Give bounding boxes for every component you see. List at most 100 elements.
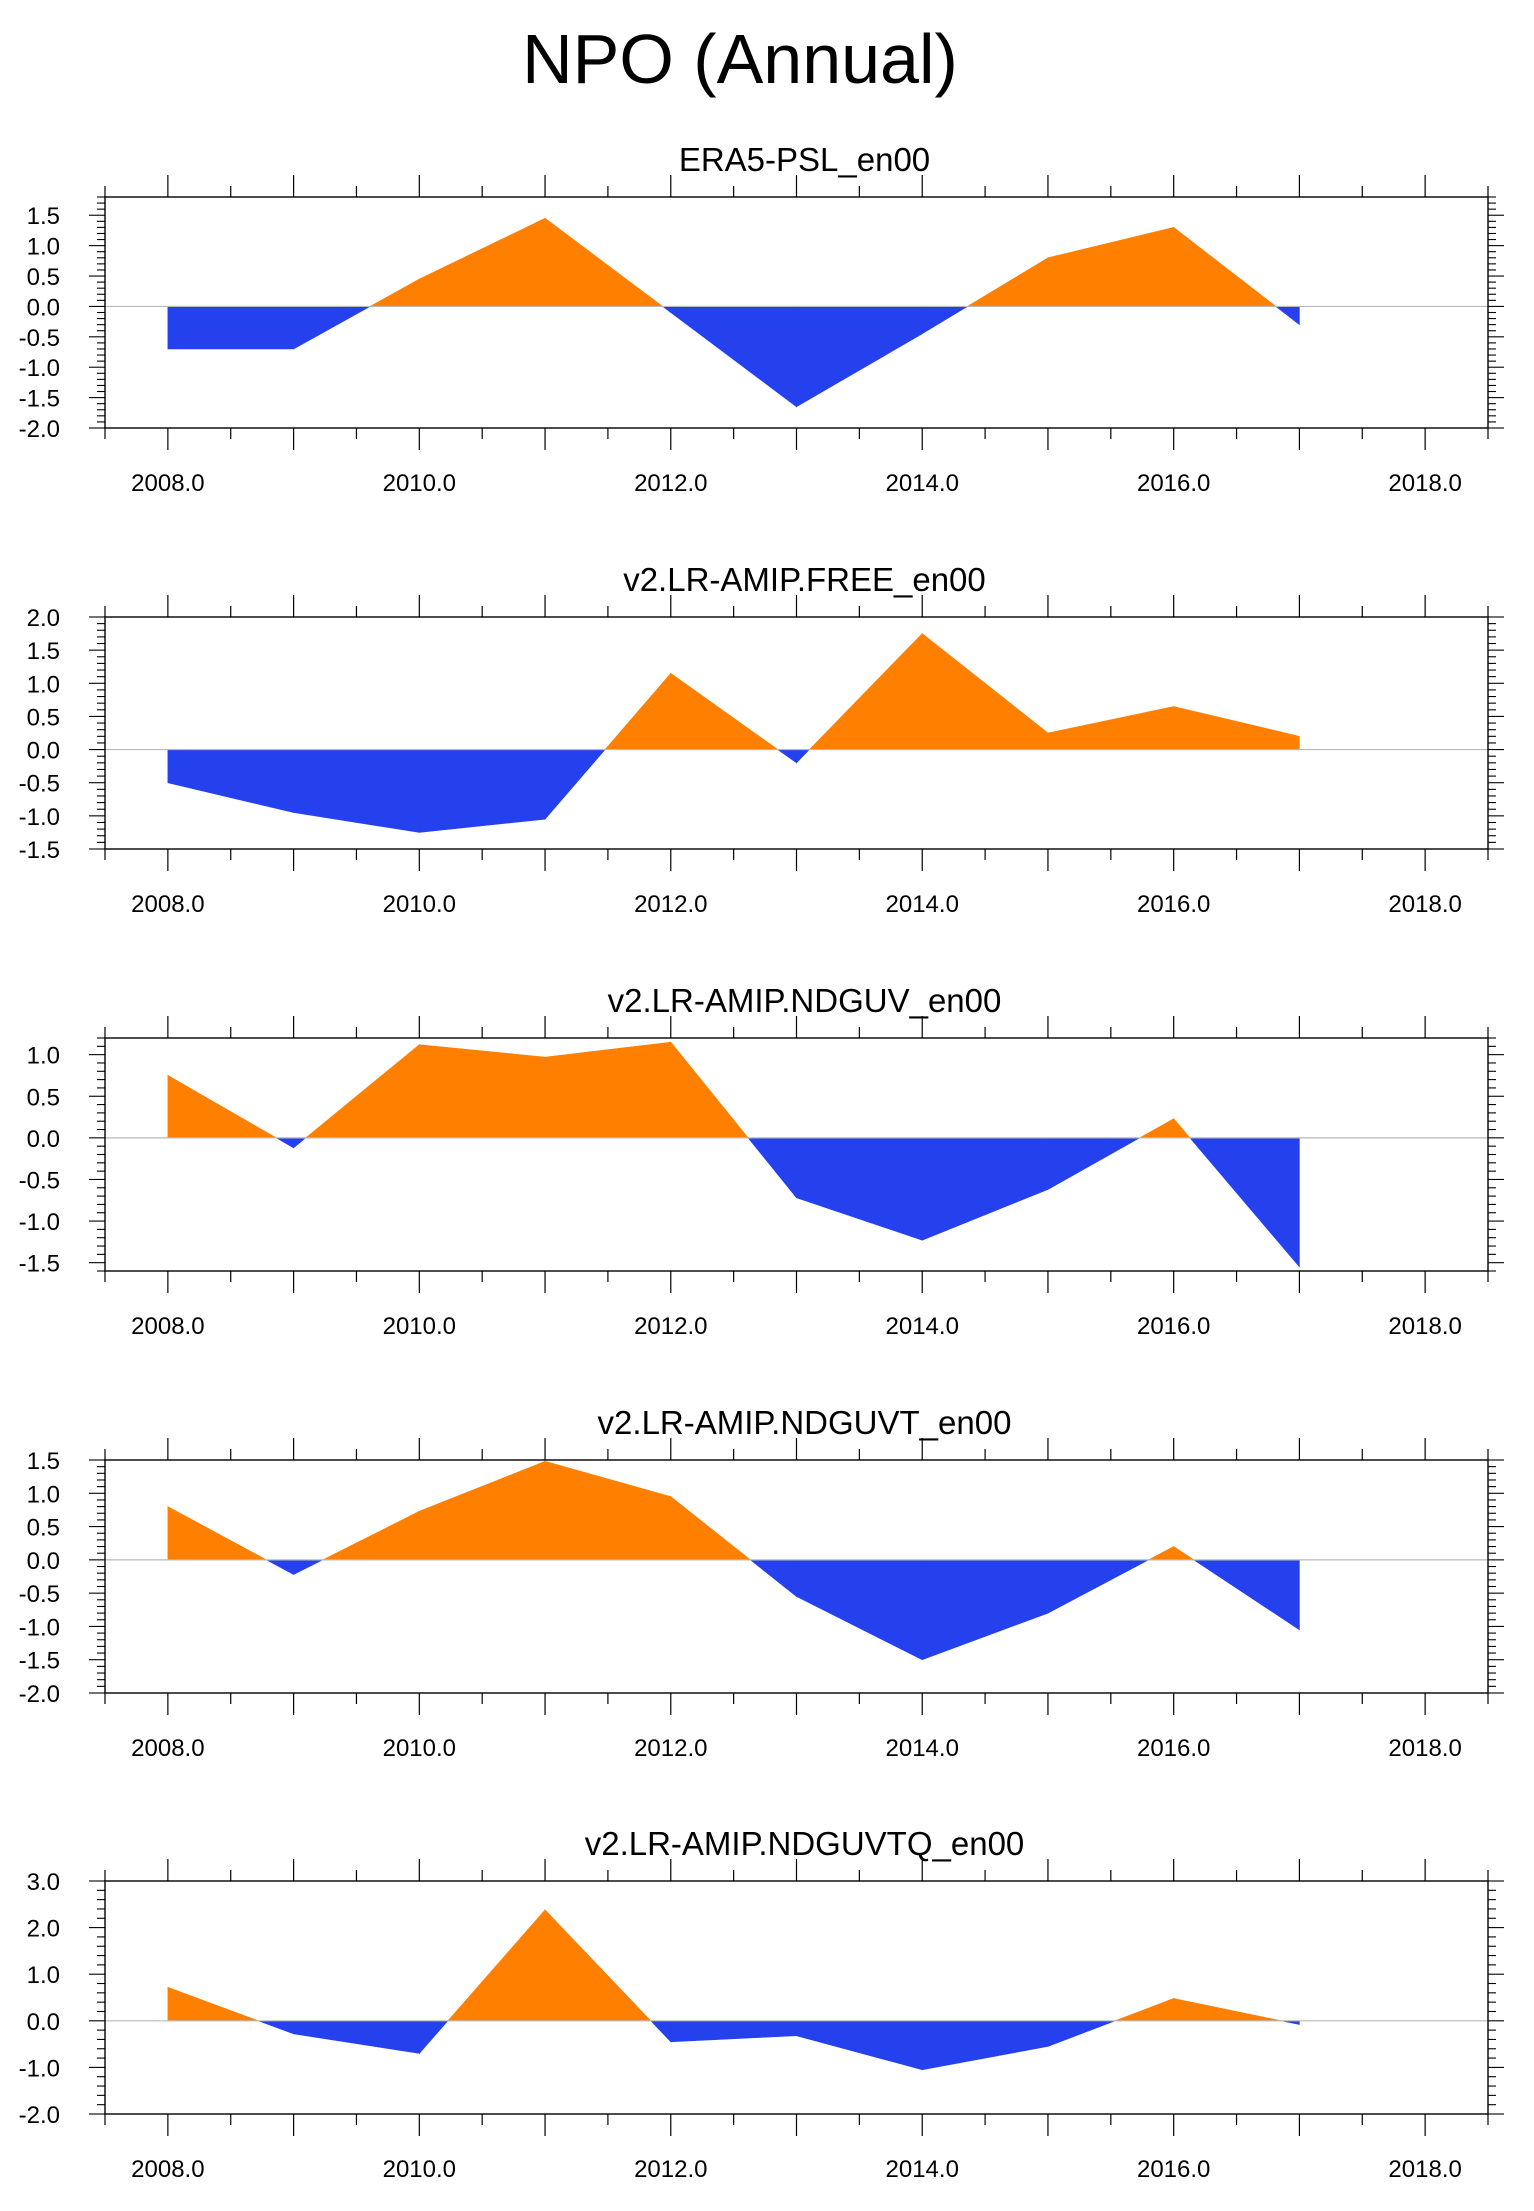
x-tick-label: 2014.0 [886, 470, 959, 497]
area-segment [670, 1041, 749, 1139]
y-tick-label: -1.5 [19, 386, 60, 413]
x-tick-label: 2014.0 [886, 1313, 959, 1340]
area-segment [419, 1460, 546, 1561]
area-segment [275, 1137, 294, 1149]
x-tick-label: 2016.0 [1137, 2156, 1210, 2183]
y-tick-label: -0.5 [19, 1167, 60, 1194]
figure-title: NPO (Annual) [522, 20, 958, 98]
y-tick-label: -1.0 [19, 2055, 60, 2082]
y-tick-label: -2.0 [19, 2102, 60, 2129]
x-tick-label: 2012.0 [634, 1313, 707, 1340]
x-tick-label: 2010.0 [383, 1735, 456, 1762]
y-tick-label: -1.5 [19, 1251, 60, 1278]
x-tick-label: 2008.0 [131, 1735, 204, 1762]
area-segment [447, 1909, 546, 2022]
area-segment [544, 1909, 652, 2022]
x-tick-label: 2016.0 [1137, 470, 1210, 497]
panel-4: v2.LR-AMIP.NDGUVT_en00 2008.0 2010.0 2012.0… [19, 1404, 1504, 1762]
y-tick-label: 1.0 [27, 234, 60, 261]
area-segment [544, 1460, 672, 1561]
y-tick-label: -1.0 [19, 804, 60, 831]
x-tick-label: 2010.0 [383, 2156, 456, 2183]
x-tick-label: 2018.0 [1388, 1313, 1461, 1340]
y-tick-label: 1.0 [27, 671, 60, 698]
area-segment [670, 306, 797, 408]
panel-title: v2.LR-AMIP.NDGUVTQ_en00 [585, 1825, 1025, 1862]
area-segment [266, 1559, 294, 1576]
area-segment [661, 306, 672, 314]
area-segment [650, 2020, 672, 2043]
area-segment [544, 217, 664, 307]
area-segment [368, 278, 420, 307]
panel-title: v2.LR-AMIP.FREE_en00 [623, 561, 986, 598]
panel-1: ERA5-PSL_en00 2008.0 2010.0 2012.0 2014.0 201… [19, 141, 1504, 497]
area-segment [293, 1137, 307, 1149]
x-tick-label: 2012.0 [634, 1735, 707, 1762]
y-tick-label: 0.0 [27, 2009, 60, 2036]
x-tick-label: 2016.0 [1137, 1313, 1210, 1340]
area-segment [1047, 1559, 1149, 1614]
area-segment [322, 1510, 420, 1561]
panel-2: v2.LR-AMIP.FREE_en00 2008.0 2010.0 2012.0 20… [19, 561, 1504, 918]
x-tick-label: 2008.0 [131, 470, 204, 497]
area-segment [293, 2020, 420, 2054]
x-tick-label: 2018.0 [1388, 1735, 1461, 1762]
x-tick-label: 2014.0 [886, 2156, 959, 2183]
x-tick-label: 2014.0 [886, 1735, 959, 1762]
panel-5: v2.LR-AMIP.NDGUVTQ_en00 2008.0 2010.0 2012.… [19, 1825, 1504, 2183]
area-segment [544, 1041, 672, 1139]
y-tick-label: 2.0 [27, 1916, 60, 1943]
area-segment [1173, 706, 1300, 750]
y-tick-label: 0.5 [27, 1084, 60, 1111]
area-segment [1173, 1998, 1282, 2022]
area-segment [921, 2020, 1049, 2071]
area-segment [293, 749, 420, 833]
y-tick-label: 1.0 [27, 1962, 60, 1989]
y-tick-label: 0.5 [27, 1515, 60, 1542]
y-tick-label: -1.0 [19, 1614, 60, 1641]
y-tick-label: 0.0 [27, 1126, 60, 1153]
y-tick-label: -2.0 [19, 1681, 60, 1708]
area-segment [670, 672, 779, 750]
y-tick-label: -1.5 [19, 837, 60, 864]
x-tick-label: 2008.0 [131, 891, 204, 918]
x-tick-label: 2012.0 [634, 470, 707, 497]
area-segment [167, 1986, 259, 2022]
area-segment [167, 306, 294, 350]
x-tick-label: 2018.0 [1388, 470, 1461, 497]
x-tick-label: 2016.0 [1137, 891, 1210, 918]
panel-title: ERA5-PSL_en00 [679, 141, 930, 178]
y-tick-label: -0.5 [19, 771, 60, 798]
panel-title: v2.LR-AMIP.NDGUVT_en00 [598, 1404, 1012, 1441]
x-tick-label: 2010.0 [383, 470, 456, 497]
panel-3: v2.LR-AMIP.NDGUV_en00 2008.0 2010.0 2012.0 2… [19, 982, 1504, 1340]
y-tick-label: 1.5 [27, 638, 60, 665]
area-segment [1192, 1559, 1300, 1631]
x-tick-label: 2012.0 [634, 891, 707, 918]
area-segment [1047, 1137, 1141, 1190]
x-tick-label: 2012.0 [634, 2156, 707, 2183]
area-segment [1173, 1545, 1195, 1561]
area-segment [304, 1044, 420, 1139]
y-tick-label: -0.5 [19, 1581, 60, 1608]
area-segment [796, 2020, 923, 2071]
area-segment [921, 1559, 1049, 1661]
area-segment [921, 306, 969, 335]
y-tick-label: -0.5 [19, 325, 60, 352]
area-segment [1047, 2020, 1116, 2047]
panel-title: v2.LR-AMIP.NDGUV_en00 [608, 982, 1002, 1019]
y-tick-label: 0.0 [27, 294, 60, 321]
area-segment [796, 749, 811, 764]
x-tick-label: 2010.0 [383, 891, 456, 918]
area-segment [419, 749, 546, 833]
area-segment [419, 2020, 449, 2055]
x-tick-label: 2018.0 [1388, 2156, 1461, 2183]
area-segment [544, 749, 606, 820]
x-tick-label: 2014.0 [886, 891, 959, 918]
area-segment [670, 1495, 752, 1561]
area-segment [796, 1137, 923, 1241]
area-segment [1173, 1117, 1191, 1139]
chart-panels: ERA5-PSL_en00 2008.0 2010.0 2012.0 2014.0 201… [19, 141, 1504, 2183]
area-segment [167, 1074, 278, 1139]
x-tick-label: 2016.0 [1137, 1735, 1210, 1762]
